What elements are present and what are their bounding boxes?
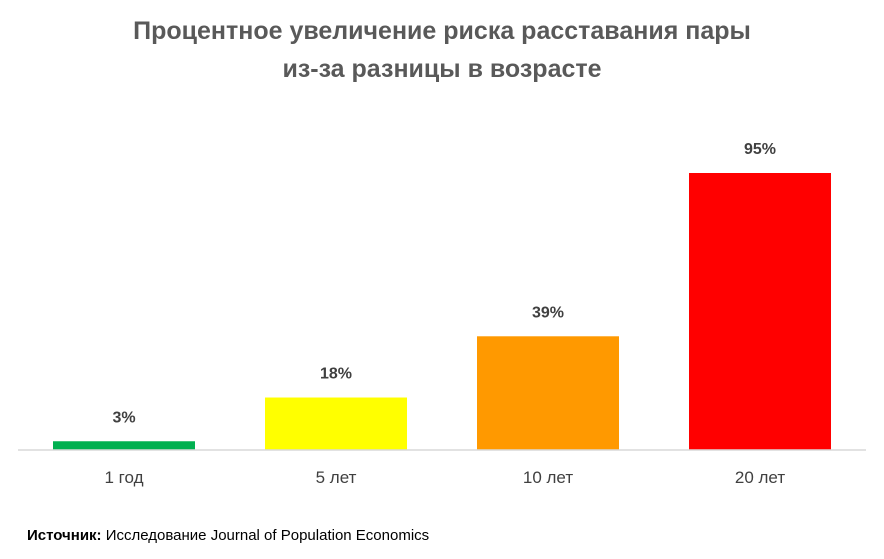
- data-label-1: 3%: [112, 409, 135, 426]
- chart-title: Процентное увеличение риска расставания …: [0, 12, 884, 88]
- chart-title-line-2: из-за разницы в возрасте: [282, 55, 602, 83]
- labels-group: 3% 1 год 18% 5 лет 39% 10 лет 95% 20 лет: [104, 141, 785, 487]
- data-label-2: 18%: [320, 366, 352, 383]
- source-label: Источник:: [27, 527, 102, 544]
- bar-4: [689, 173, 831, 450]
- chart-title-line-1: Процентное увеличение риска расставания …: [133, 17, 751, 45]
- bar-1: [53, 441, 195, 450]
- bar-3: [477, 336, 619, 450]
- bars-group: [53, 173, 831, 450]
- source-note: Источник: Исследование Journal of Popula…: [27, 527, 429, 544]
- data-label-4: 95%: [744, 141, 776, 158]
- x-tick-label-1: 1 год: [104, 468, 143, 487]
- x-tick-label-2: 5 лет: [316, 468, 357, 487]
- source-text: Исследование Journal of Population Econo…: [105, 527, 430, 544]
- bar-2: [265, 397, 407, 450]
- data-label-3: 39%: [532, 304, 564, 321]
- x-tick-label-4: 20 лет: [735, 468, 785, 487]
- x-tick-label-3: 10 лет: [523, 468, 573, 487]
